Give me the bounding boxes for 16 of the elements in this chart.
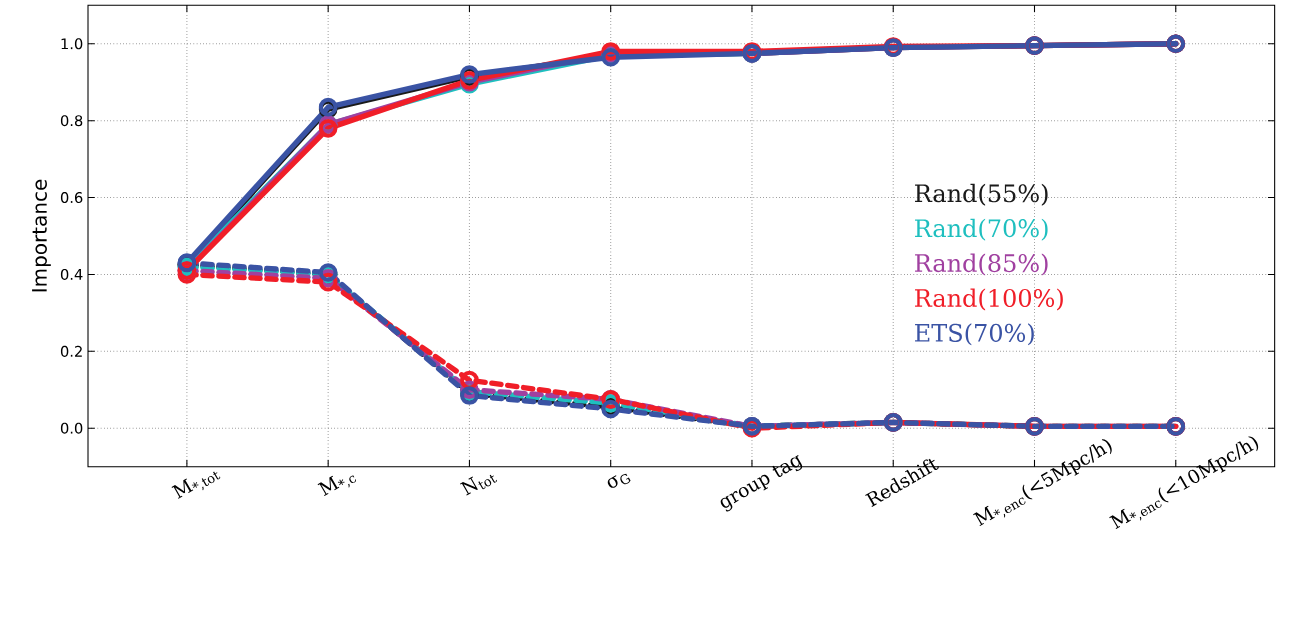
y-tick-label: 0.8 xyxy=(60,114,83,127)
text: Rand(55%) xyxy=(915,183,1048,206)
text: Rand(85%) xyxy=(915,253,1048,276)
y-axis-title: Importance xyxy=(32,179,51,292)
y-tick-label: 0.4 xyxy=(60,268,83,280)
x-tick-label: M$_{*,c}$ xyxy=(317,475,356,496)
y-tick-label: 0.6 xyxy=(60,191,83,203)
text: ETS(70%) xyxy=(915,323,1034,346)
y-tick-label: 0.2 xyxy=(60,345,82,357)
x-tick-label: N$_{tot}$ xyxy=(459,474,497,496)
x-tick-label: M$_{*,tot}$ xyxy=(171,471,221,499)
y-tick-label: 1.0 xyxy=(61,38,83,50)
x-tick-label: σ$_{G}$ xyxy=(607,473,631,488)
text: Rand(100%) xyxy=(915,288,1063,311)
text: Rand(70%) xyxy=(915,218,1048,241)
y-tick-label: 0.0 xyxy=(60,422,83,434)
